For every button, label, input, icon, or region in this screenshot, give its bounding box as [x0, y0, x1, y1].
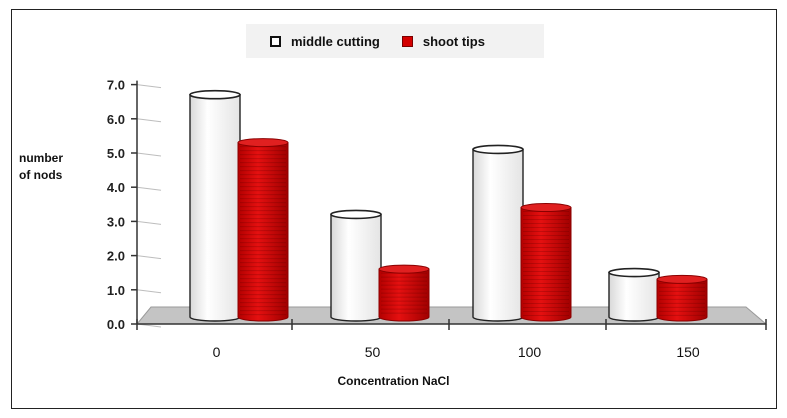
y-tick-label-4: 4.0: [107, 180, 125, 195]
legend: middle cutting shoot tips: [246, 24, 544, 58]
y-axis-label-line2: of nods: [19, 168, 63, 182]
x-tick-label-50: 50: [365, 344, 381, 360]
bar-top: [472, 144, 524, 155]
legend-swatch-shoot-tips: [401, 35, 413, 47]
y-axis-label-line1: number: [19, 151, 64, 165]
y-axis-label: number of nods: [19, 150, 63, 184]
legend-label-middle-cutting: middle cutting: [291, 33, 380, 49]
legend-label-shoot-tips: shoot tips: [422, 33, 485, 49]
chart-frame: [11, 9, 777, 409]
bar-top: [330, 209, 382, 220]
y-gridline-1: [136, 289, 162, 294]
legend-item-shoot-tips: shoot tips: [401, 33, 485, 49]
y-gridline-6: [136, 118, 162, 123]
bar-body: [656, 278, 708, 322]
bar-middle-cutting-50: [330, 209, 382, 322]
y-tick-label-0: 0.0: [107, 317, 125, 332]
y-gridline-4: [136, 186, 162, 191]
bar-top: [608, 267, 660, 278]
y-tick-label-5: 5.0: [107, 146, 125, 161]
bar-top: [378, 264, 430, 274]
x-axis-label: Concentration NaCl: [337, 374, 450, 388]
y-tick-label-7: 7.0: [107, 78, 125, 93]
bar-top: [656, 274, 708, 284]
bar-shoot-tips-150: [656, 274, 708, 322]
y-tick-label-2: 2.0: [107, 249, 125, 264]
y-gridline-5: [136, 152, 162, 157]
y-gridline-7: [136, 84, 162, 89]
y-tick-label-6: 6.0: [107, 112, 125, 127]
bar-body: [237, 142, 289, 322]
y-tick-label-3: 3.0: [107, 214, 125, 229]
y-gridline-3: [136, 220, 162, 225]
y-tick-label-1: 1.0: [107, 283, 125, 298]
bar-top: [189, 89, 241, 100]
bar-body: [189, 94, 241, 322]
bar-body: [330, 213, 382, 322]
bar-body: [472, 148, 524, 322]
legend-item-middle-cutting: middle cutting: [270, 34, 380, 49]
bar-body: [378, 268, 430, 322]
bar-shoot-tips-100: [520, 203, 572, 322]
bar-middle-cutting-150: [608, 267, 660, 322]
bar-body: [608, 271, 660, 322]
bar-shoot-tips-50: [378, 264, 430, 322]
y-gridline-2: [136, 255, 162, 260]
bar-body: [520, 207, 572, 322]
legend-swatch-middle-cutting: [270, 35, 281, 47]
bar-top: [237, 138, 289, 148]
x-tick-label-0: 0: [213, 344, 221, 360]
bar-shoot-tips-0: [237, 138, 289, 322]
bar-middle-cutting-0: [189, 89, 241, 322]
x-tick-label-100: 100: [518, 344, 542, 360]
bar-top: [520, 203, 572, 213]
bar-middle-cutting-100: [472, 144, 524, 322]
x-tick-label-150: 150: [676, 344, 700, 360]
